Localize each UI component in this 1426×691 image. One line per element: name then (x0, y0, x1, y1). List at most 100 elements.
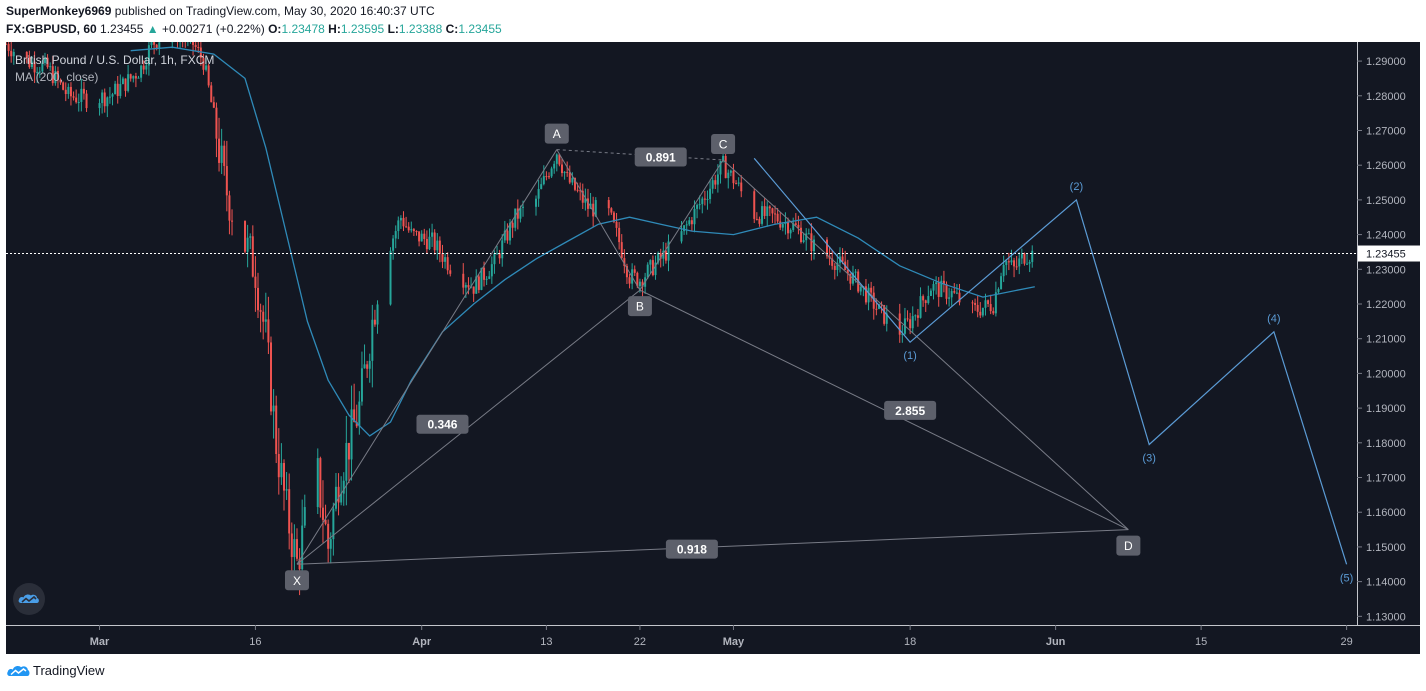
candle-body (586, 198, 589, 209)
candle-body (212, 102, 215, 108)
candle-body (810, 233, 813, 252)
candle-body (69, 86, 72, 97)
candle-body (696, 204, 699, 209)
candle-body (431, 232, 434, 237)
symbol-line: FX:GBPUSD, 60 1.23455 ▲ +0.00271 (+0.22%… (6, 22, 502, 36)
candle-body (877, 304, 880, 309)
author-name[interactable]: SuperMonkey6969 (6, 4, 112, 18)
candle-body (46, 57, 49, 68)
candle-body (80, 88, 83, 102)
candle-body (937, 282, 940, 297)
tradingview-logo-icon[interactable] (6, 661, 30, 679)
candle-body (483, 267, 486, 280)
candle-body (553, 163, 556, 169)
candle-body (433, 232, 436, 251)
candle-body (116, 83, 119, 96)
ratio-label-badge (634, 147, 687, 167)
candle-body (108, 96, 111, 98)
pattern-leg-xa (296, 149, 558, 565)
candle-body (228, 195, 231, 221)
candle-body (792, 223, 795, 230)
candle-body (540, 184, 543, 189)
candle-body (111, 94, 114, 97)
candle-body (1020, 253, 1023, 259)
candle-body (680, 231, 683, 242)
candle-body (706, 199, 709, 201)
candle-body (368, 360, 371, 369)
footer-brand[interactable]: TradingView (33, 662, 105, 678)
candle-body (137, 77, 140, 79)
candle-body (901, 333, 904, 335)
pattern-point-a: A (553, 127, 561, 141)
candle-body (215, 107, 218, 139)
candle-body (218, 138, 221, 163)
ratio-label-badge (416, 414, 469, 434)
candle-body (257, 287, 260, 311)
candle-body (1002, 264, 1005, 277)
candle-body (59, 79, 62, 83)
time-tick-label: Jun (1046, 636, 1066, 648)
candle-body (761, 206, 764, 224)
candle-body (948, 297, 951, 299)
candle-body (989, 304, 992, 312)
candle-body (735, 183, 738, 185)
candle-body (472, 286, 475, 294)
candle-body (883, 305, 886, 324)
candle-body (410, 229, 413, 231)
candle-body (846, 269, 849, 274)
ratio-label: 0.918 (677, 543, 707, 557)
candle-body (342, 480, 345, 494)
indicator-label[interactable]: MA (200, close) (15, 70, 99, 84)
candle-body (12, 51, 15, 57)
candle-body (423, 233, 426, 239)
candle-body (1005, 261, 1008, 265)
candle-body (158, 42, 161, 49)
candle-body (202, 57, 205, 70)
candle-body (140, 65, 143, 78)
price-tick-label: 1.25000 (1366, 195, 1406, 207)
candle-body (729, 170, 732, 173)
candle-body (353, 409, 356, 422)
tradingview-chart-logo-button[interactable] (13, 583, 45, 615)
price-tick-label: 1.28000 (1366, 91, 1406, 103)
candle-body (392, 238, 395, 251)
symbol: FX:GBPUSD, 60 (6, 22, 97, 36)
candle-body (974, 303, 977, 305)
candle-body (150, 42, 153, 46)
candle-body (771, 208, 774, 214)
candle-body (259, 310, 262, 312)
candle-body (555, 154, 558, 164)
candle-body (940, 280, 943, 297)
candle-body (576, 189, 579, 191)
candle-body (955, 292, 958, 294)
candle-body (709, 188, 712, 200)
candle-body (1007, 261, 1010, 263)
chart-panel[interactable]: 1.29000 1.28000 1.27000 1.26000 1.25000 1.240… (6, 42, 1420, 654)
candle-body (568, 172, 571, 183)
candle-body (909, 319, 912, 329)
time-tick-label: 18 (904, 636, 916, 648)
price-chart[interactable]: 1.29000 1.28000 1.27000 1.26000 1.25000 1.240… (6, 42, 1420, 654)
candle-body (763, 206, 766, 216)
high-value: 1.23595 (340, 22, 385, 36)
candle-body (85, 93, 88, 109)
candle-body (428, 236, 431, 250)
candle-body (329, 539, 332, 549)
candle-body (914, 315, 917, 317)
last-price: 1.23455 (100, 22, 144, 36)
candle-body (207, 65, 210, 86)
candle-body (509, 222, 512, 241)
price-tick-label: 1.18000 (1366, 438, 1406, 450)
candle-body (64, 89, 67, 95)
candle-body (25, 51, 28, 59)
close-value: 1.23455 (458, 22, 502, 36)
candle-body (703, 198, 706, 200)
candle-body (293, 539, 296, 558)
candle-body (979, 311, 982, 316)
pattern-leg-bc (639, 159, 724, 291)
candle-body (405, 226, 408, 228)
candle-body (711, 180, 714, 189)
candle-body (321, 507, 324, 520)
candle-body (550, 168, 553, 177)
candle-body (436, 240, 439, 251)
